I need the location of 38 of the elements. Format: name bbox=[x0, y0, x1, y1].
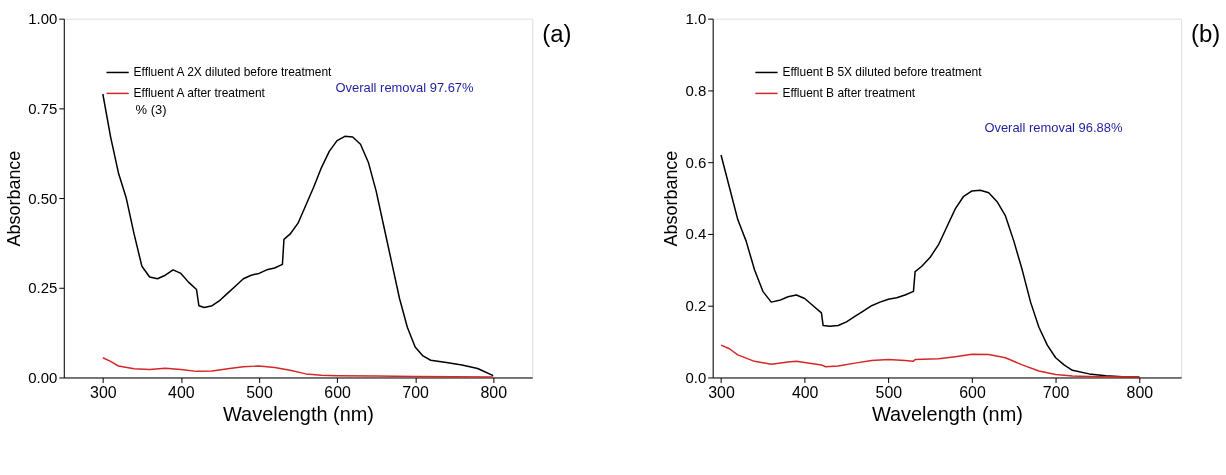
annotation: % (3) bbox=[135, 102, 167, 118]
x-tick-label: 700 bbox=[402, 383, 430, 401]
y-axis-title: Absorbance bbox=[661, 150, 682, 247]
annotation: Overall removal 97.67% bbox=[335, 80, 475, 96]
y-tick-label: 0.8 bbox=[685, 81, 707, 99]
y-axis-title: Absorbance bbox=[4, 150, 25, 247]
text: (b) bbox=[1191, 19, 1221, 47]
y-tick-label: 0.25 bbox=[28, 279, 58, 297]
x-axis-title: Wavelength (nm) bbox=[871, 402, 1023, 425]
x-tick-label: 300 bbox=[708, 383, 735, 401]
y-tick-label: 0.6 bbox=[685, 153, 707, 171]
x-tick-label: 600 bbox=[324, 383, 351, 401]
x-tick-label: 400 bbox=[168, 383, 195, 401]
y-tick-label: 1.00 bbox=[28, 10, 58, 28]
y-tick-label: 0.2 bbox=[685, 297, 707, 315]
line-series bbox=[720, 344, 1141, 378]
x-tick-label: 800 bbox=[480, 383, 508, 401]
y-tick-label: 0.75 bbox=[28, 99, 58, 117]
x-tick-label: 400 bbox=[791, 383, 819, 401]
line-series bbox=[102, 356, 494, 378]
x-tick-label: 700 bbox=[1042, 383, 1070, 401]
y-tick-label: 0.00 bbox=[28, 368, 58, 386]
annotation: Overall removal 96.88% bbox=[984, 120, 1123, 136]
x-tick-label: 600 bbox=[959, 383, 986, 401]
legend-label: Effluent B 5X diluted before treatment bbox=[782, 65, 983, 80]
y-tick-label: 0.0 bbox=[685, 368, 707, 386]
x-tick-label: 800 bbox=[1126, 383, 1154, 401]
x-tick-label: 300 bbox=[90, 383, 117, 401]
x-tick-label: 500 bbox=[875, 383, 903, 401]
legend-label: Effluent B after treatment bbox=[782, 86, 916, 101]
x-tick-label: 500 bbox=[246, 383, 273, 401]
text: (a) bbox=[542, 19, 572, 47]
y-tick-label: 0.4 bbox=[685, 225, 707, 243]
y-tick-label: 1.0 bbox=[685, 10, 707, 28]
legend-label: Effluent A after treatment bbox=[133, 86, 266, 101]
y-tick-label: 0.50 bbox=[28, 189, 58, 207]
x-axis-title: Wavelength (nm) bbox=[223, 402, 374, 425]
legend-label: Effluent A 2X diluted before treatment bbox=[133, 65, 333, 80]
